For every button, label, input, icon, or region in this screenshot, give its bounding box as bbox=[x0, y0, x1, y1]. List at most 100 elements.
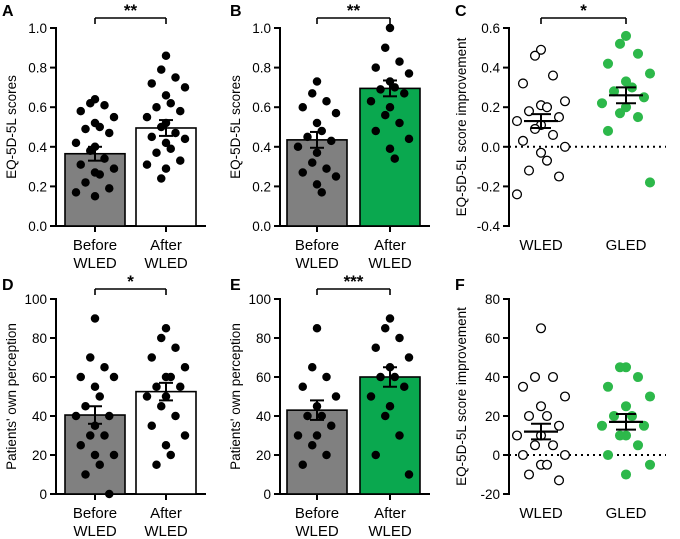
data-point bbox=[371, 126, 380, 136]
data-point bbox=[614, 430, 626, 441]
y-tick-label: 0 bbox=[492, 448, 500, 463]
significance-label: * bbox=[127, 272, 134, 291]
data-point bbox=[161, 440, 171, 450]
data-point bbox=[175, 106, 185, 116]
panel-f: F -20 0 20 40 60 80 EQ-5D-5L score improvement W… bbox=[454, 277, 666, 522]
data-point bbox=[614, 38, 626, 49]
data-point bbox=[596, 98, 608, 109]
data-point bbox=[602, 381, 614, 392]
category-label: Before bbox=[73, 237, 117, 254]
data-point bbox=[559, 449, 571, 461]
data-point bbox=[147, 353, 156, 362]
data-point bbox=[298, 382, 307, 391]
data-point bbox=[322, 164, 331, 173]
data-point bbox=[632, 440, 644, 451]
y-tick-label: -20 bbox=[480, 487, 500, 502]
data-point bbox=[71, 411, 81, 421]
y-tick-label: 80 bbox=[256, 331, 271, 346]
data-point bbox=[298, 168, 307, 177]
data-point bbox=[161, 164, 171, 173]
data-point bbox=[632, 48, 644, 59]
data-point bbox=[541, 410, 553, 422]
data-point bbox=[86, 431, 95, 440]
data-point bbox=[180, 134, 190, 144]
y-tick-label: 0.2 bbox=[28, 179, 47, 194]
y-tick-label: 0.4 bbox=[28, 140, 47, 155]
panel-letter: A bbox=[2, 3, 14, 20]
data-point bbox=[529, 50, 541, 61]
data-point bbox=[404, 470, 414, 479]
data-point bbox=[371, 63, 380, 72]
y-tick-label: 0.4 bbox=[252, 140, 271, 155]
data-point bbox=[535, 401, 547, 412]
data-point bbox=[547, 371, 559, 383]
data-point bbox=[385, 102, 395, 112]
data-point bbox=[331, 108, 341, 118]
data-point bbox=[147, 79, 156, 88]
data-point bbox=[395, 431, 404, 440]
data-point bbox=[535, 147, 547, 158]
data-point bbox=[547, 70, 559, 81]
category-label: WLED bbox=[295, 255, 339, 272]
data-point bbox=[331, 392, 341, 401]
data-point bbox=[385, 401, 395, 411]
data-point bbox=[517, 135, 529, 146]
y-tick-label: 0.0 bbox=[28, 219, 47, 234]
data-point bbox=[166, 98, 175, 108]
data-point bbox=[156, 122, 166, 132]
data-point bbox=[380, 411, 390, 421]
data-point bbox=[86, 353, 95, 362]
panel-letter: C bbox=[455, 3, 467, 20]
data-point bbox=[511, 430, 523, 441]
data-point bbox=[180, 431, 190, 440]
panel-letter: D bbox=[2, 277, 14, 294]
y-tick-label: 20 bbox=[32, 448, 47, 463]
data-point bbox=[376, 85, 385, 94]
data-point bbox=[312, 118, 322, 128]
data-point bbox=[371, 450, 380, 460]
significance-label: * bbox=[580, 1, 587, 20]
data-point bbox=[326, 136, 336, 146]
data-point bbox=[166, 144, 175, 154]
y-tick-label: 0.2 bbox=[252, 179, 271, 194]
y-tick-label: 0.6 bbox=[252, 100, 271, 115]
data-point bbox=[109, 164, 119, 173]
panel-b: B 0.0 0.2 0.4 0.6 0.8 1.0 EQ-5D-5L scores Before… bbox=[228, 1, 430, 272]
data-point bbox=[390, 83, 399, 92]
data-point bbox=[644, 459, 656, 470]
data-point bbox=[152, 382, 161, 391]
y-tick-label: 0 bbox=[39, 487, 47, 502]
data-point bbox=[547, 440, 559, 451]
data-point bbox=[142, 392, 152, 401]
category-label: WLED bbox=[519, 237, 563, 254]
data-point bbox=[511, 116, 523, 127]
data-point bbox=[380, 110, 390, 120]
data-point bbox=[156, 174, 166, 183]
category-label: WLED bbox=[144, 255, 188, 272]
data-point bbox=[608, 410, 620, 422]
y-axis-title: EQ-5D-5L score improvement bbox=[454, 37, 469, 216]
data-point bbox=[326, 421, 336, 430]
data-point bbox=[614, 108, 626, 119]
y-tick-label: 40 bbox=[256, 409, 271, 424]
data-point bbox=[293, 142, 303, 152]
data-point bbox=[298, 460, 307, 469]
y-tick-label: 0.8 bbox=[28, 61, 47, 76]
data-point bbox=[644, 177, 656, 188]
data-point bbox=[553, 112, 565, 123]
data-point bbox=[317, 188, 326, 197]
data-point bbox=[517, 449, 529, 461]
data-point bbox=[390, 154, 399, 163]
y-tick-label: 0.8 bbox=[252, 61, 271, 76]
y-axis-title: Patients' own perception bbox=[4, 323, 19, 470]
panel-a: A 0.0 0.2 0.4 0.6 0.8 1.0 EQ-5D-5L scores Before… bbox=[2, 1, 206, 272]
data-point bbox=[541, 102, 553, 113]
data-point bbox=[152, 460, 161, 469]
data-point bbox=[105, 411, 114, 421]
category-label: GLED bbox=[606, 237, 647, 254]
data-point bbox=[90, 382, 100, 391]
data-point bbox=[626, 410, 638, 422]
data-point bbox=[312, 148, 322, 157]
data-point bbox=[317, 411, 326, 421]
data-point bbox=[105, 184, 114, 193]
